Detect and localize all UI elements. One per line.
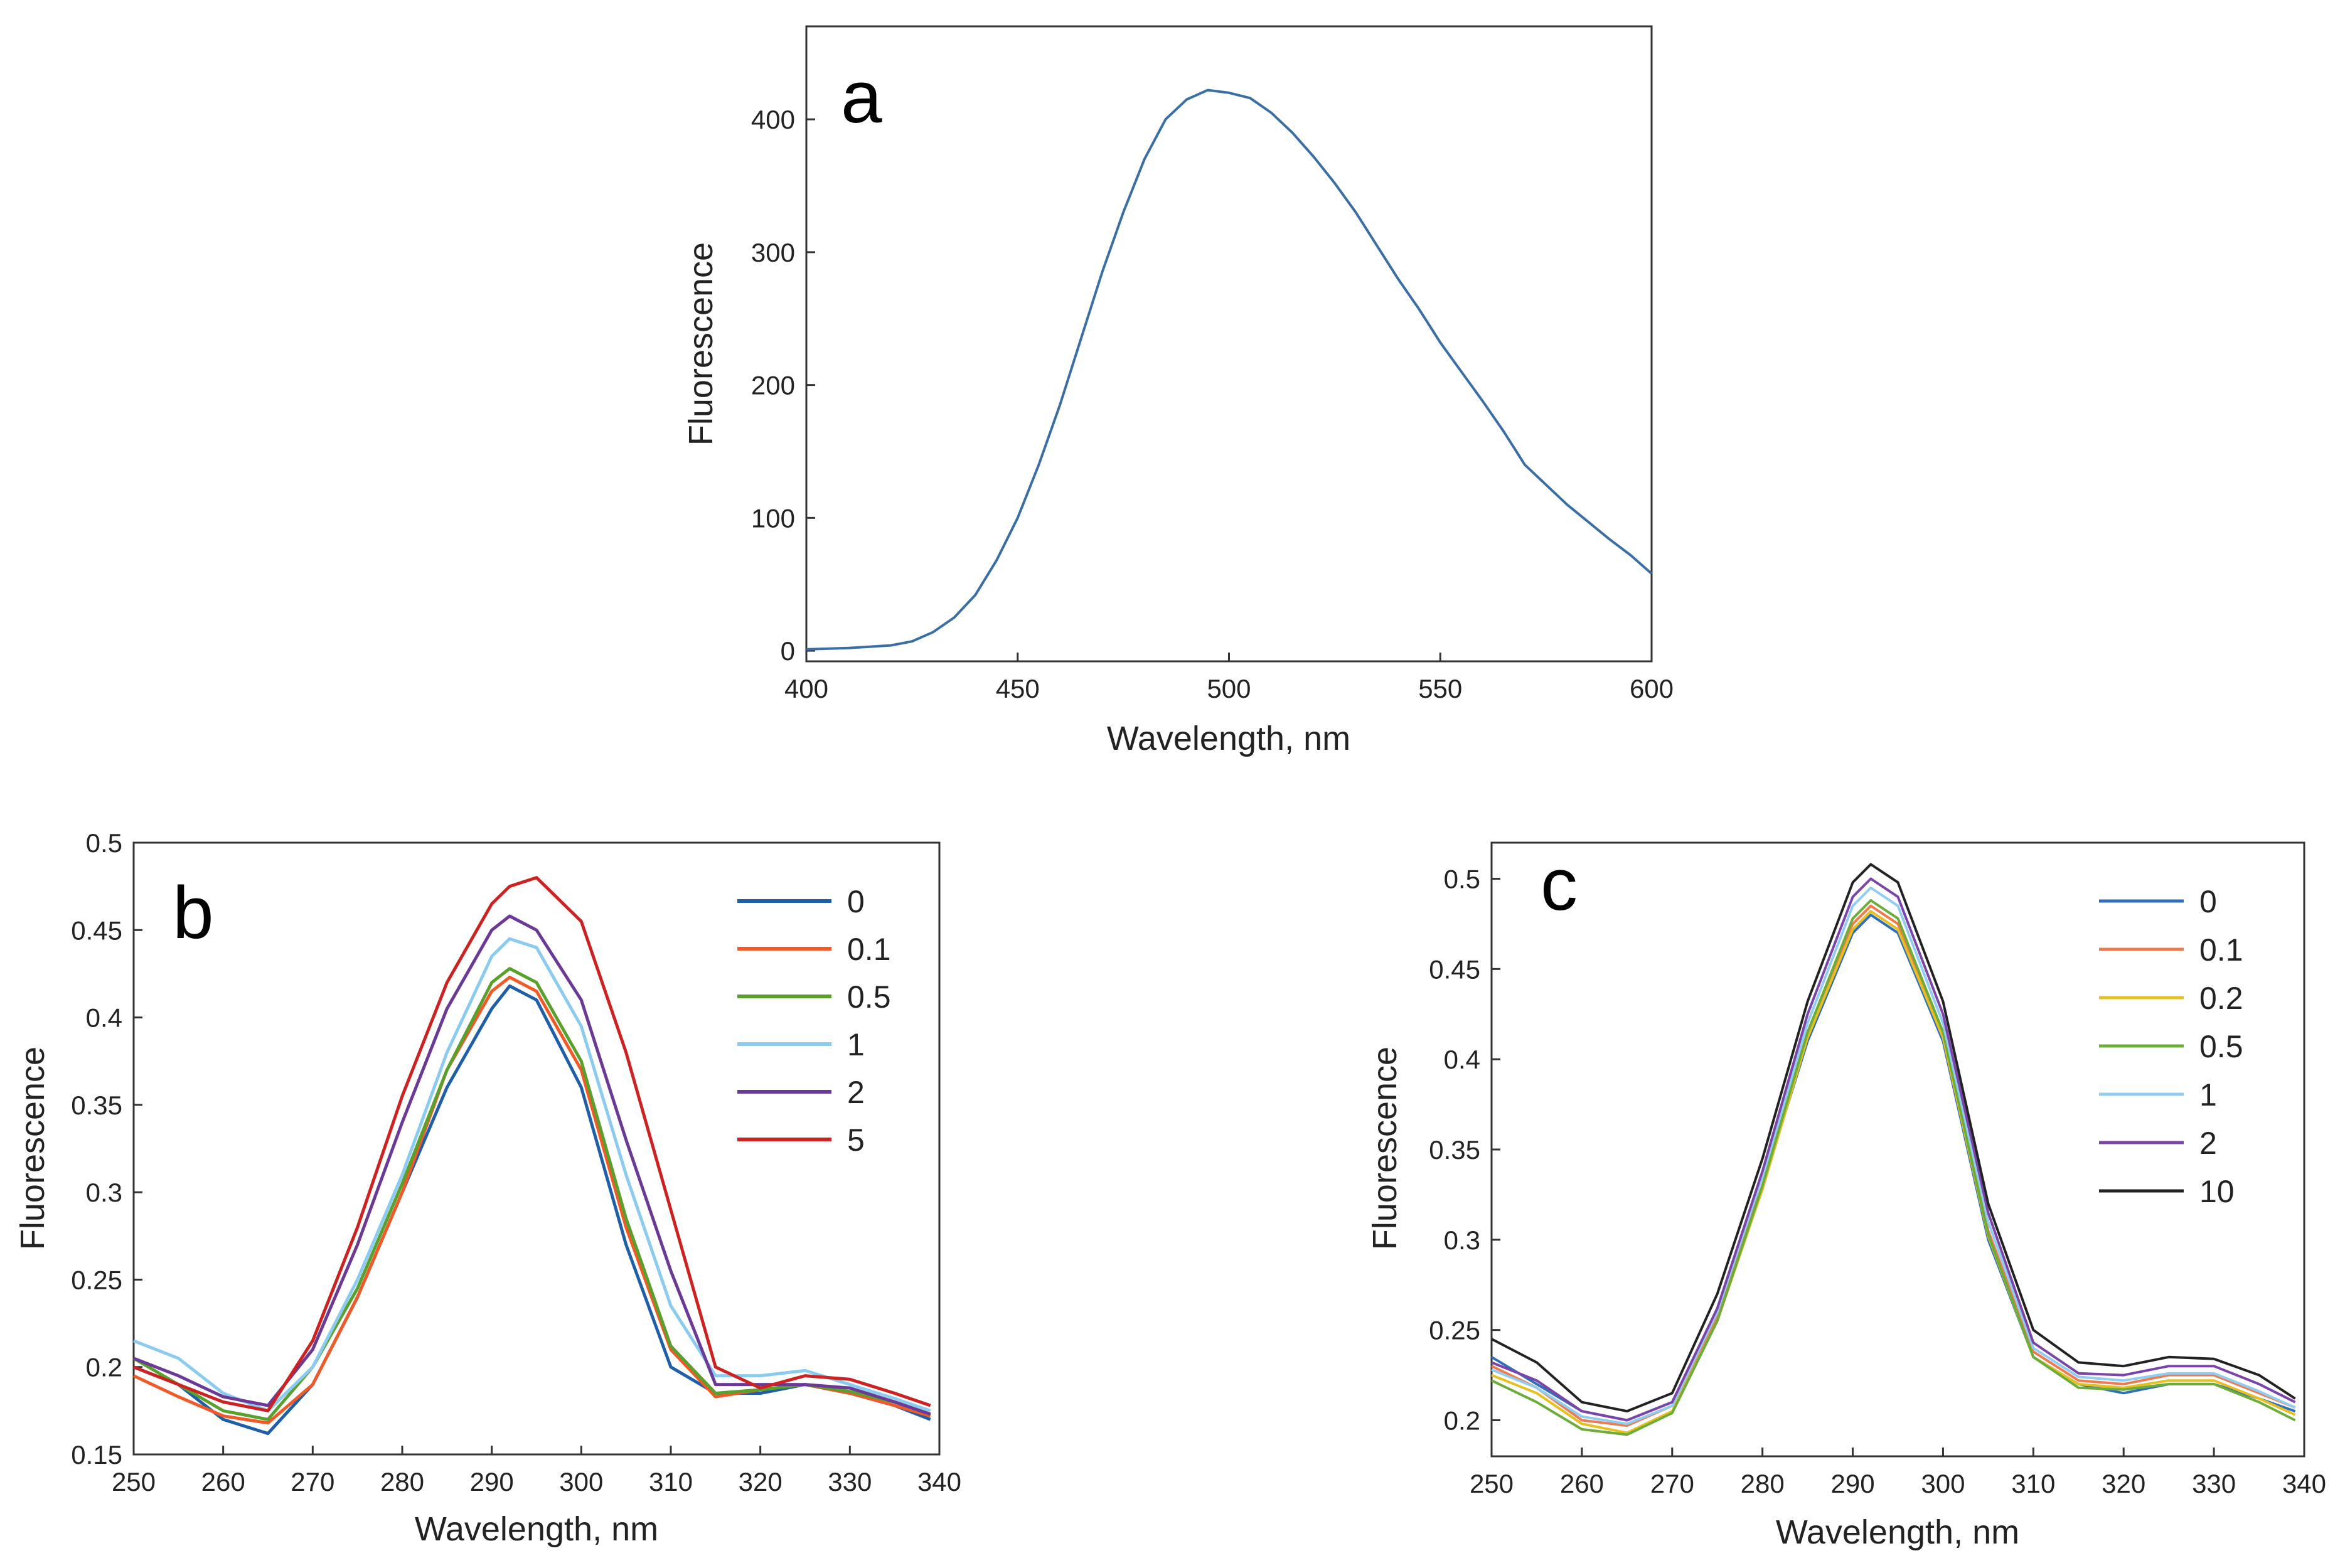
- panel-c-xtick-label: 320: [2102, 1469, 2145, 1498]
- panel-c-legend-label-0.2: 0.2: [2199, 981, 2243, 1016]
- panel-b-series-0.5: [132, 967, 931, 1421]
- panel-c-series-0.2: [1491, 910, 2296, 1434]
- panel-c-legend-label-10: 10: [2199, 1174, 2235, 1209]
- panel-c-xtick-label: 250: [1470, 1469, 1514, 1498]
- panel-a-xtick-label: 450: [996, 674, 1040, 703]
- panel-a-xtick-label: 500: [1207, 674, 1251, 703]
- panel-b-legend-label-5: 5: [847, 1123, 865, 1158]
- panel-a-ytick-label: 100: [751, 503, 795, 533]
- panel-c-ytick-label: 0.25: [1429, 1316, 1480, 1345]
- panel-b-xtick-label: 320: [739, 1467, 783, 1496]
- panel-c-xtick-label: 330: [2192, 1469, 2236, 1498]
- panel-b-xtick-label: 340: [917, 1467, 961, 1496]
- panel-c-xtick-label: 260: [1560, 1469, 1604, 1498]
- panel-c-series-0.1: [1491, 904, 2296, 1427]
- panel-c-xtick-label: 280: [1741, 1469, 1785, 1498]
- panel-b-series-5: [133, 876, 931, 1412]
- panel-b-ytick-label: 0.4: [86, 1003, 122, 1033]
- panel-c-xtick-label: 290: [1831, 1469, 1875, 1498]
- panel-c-legend-label-0.1: 0.1: [2199, 932, 2243, 968]
- panel-c-ytick-label: 0.2: [1444, 1405, 1480, 1435]
- panel-a-frame: [805, 25, 1653, 663]
- panel-b-ytick-label: 0.3: [86, 1178, 122, 1207]
- panel-b-xtick-label: 250: [112, 1467, 156, 1496]
- panel-c-legend-label-0: 0: [2199, 884, 2217, 919]
- panel-a-xtick-label: 550: [1418, 674, 1462, 703]
- panel-c-ytick-label: 0.35: [1429, 1135, 1480, 1165]
- panel-b-ytick-label: 0.25: [71, 1265, 122, 1294]
- panel-b-xtick-label: 290: [470, 1467, 514, 1496]
- panel-c-series-0.5: [1491, 899, 2296, 1436]
- panel-b-xtick-label: 330: [828, 1467, 872, 1496]
- panel-b-ytick-label: 0.2: [86, 1353, 122, 1382]
- panel-a-xtick-label: 400: [784, 674, 828, 703]
- panel-c-ylabel: Fluorescence: [1366, 1047, 1404, 1250]
- panel-c-xtick-label: 300: [1921, 1469, 1965, 1498]
- panel-c-legend-label-1: 1: [2199, 1077, 2217, 1112]
- panel-a-xtick-label: 600: [1630, 674, 1674, 703]
- panel-b-xtick-label: 270: [291, 1467, 334, 1496]
- panel-b-series-1: [133, 937, 931, 1412]
- panel-a-ytick-label: 300: [751, 238, 795, 267]
- panel-c-ytick-label: 0.5: [1444, 865, 1480, 894]
- panel-c-xlabel: Wavelength, nm: [1776, 1513, 2019, 1551]
- panel-b-ylabel: Fluorescence: [14, 1047, 51, 1250]
- panel-a-label: a: [841, 56, 882, 139]
- panel-b-legend-label-1: 1: [847, 1027, 865, 1062]
- panel-b-ytick-label: 0.45: [71, 915, 122, 945]
- panel-c-series-2: [1491, 877, 2296, 1422]
- panel-b-legend-label-2: 2: [847, 1075, 865, 1110]
- panel-a-ytick-label: 0: [781, 636, 795, 666]
- panel-a-xlabel: Wavelength, nm: [1107, 720, 1350, 757]
- panel-c-ytick-label: 0.4: [1444, 1045, 1480, 1074]
- panel-a-ylabel: Fluorescence: [682, 242, 720, 445]
- panel-a: 400 450 500 550 600 0 100 200 300 400 a Wavelengt…: [682, 25, 1674, 757]
- panel-c-legend-label-2: 2: [2199, 1126, 2217, 1161]
- panel-b-ytick-label: 0.5: [86, 828, 122, 858]
- panel-a-ytick-label: 400: [751, 105, 795, 134]
- panel-c-series: [1490, 863, 2296, 1436]
- panel-b-legend-label-0: 0: [847, 884, 865, 919]
- panel-b-series-2: [133, 914, 931, 1416]
- panel-a-ytick-label: 200: [751, 371, 795, 400]
- panel-c-xtick-label: 310: [2011, 1469, 2055, 1498]
- panel-b-legend-label-0.1: 0.1: [847, 932, 891, 967]
- panel-b-xtick-label: 310: [649, 1467, 693, 1496]
- panel-b-xtick-label: 300: [559, 1467, 603, 1496]
- panel-a-series-spectrum: [806, 88, 1653, 651]
- panel-c-ticks: 250 260 270 280 290 300 310 320 330 340 0.2 0.25 0.3…: [1429, 865, 2326, 1498]
- panel-c: 250 260 270 280 290 300 310 320 330 340 0.2 0.25 0.3…: [1366, 841, 2326, 1551]
- panel-b-ytick-label: 0.35: [71, 1091, 122, 1120]
- panel-b-label: b: [173, 872, 214, 954]
- panel-a-ticks: 400 450 500 550 600 0 100 200 300 400: [751, 105, 1674, 703]
- panel-c-series-0: [1490, 914, 2296, 1422]
- panel-c-series-1: [1491, 886, 2296, 1426]
- panel-b-series-0: [133, 984, 931, 1436]
- panel-b-ytick-label: 0.15: [71, 1440, 122, 1469]
- panel-b-xtick-label: 280: [380, 1467, 424, 1496]
- panel-b-xtick-label: 260: [201, 1467, 245, 1496]
- panel-c-label: c: [1541, 843, 1578, 926]
- panel-b-legend: 0 0.1 0.5 1 2 5: [737, 884, 891, 1158]
- panel-c-series-10: [1491, 863, 2296, 1413]
- panel-a-series: [806, 88, 1653, 651]
- panel-b-ticks: 250 260 270 280 290 300 310 320 330 3400.150.20.2…: [71, 828, 961, 1496]
- panel-b-series: [132, 876, 931, 1436]
- panel-b-legend-label-0.5: 0.5: [847, 979, 891, 1015]
- panel-c-legend: 0 0.1 0.2 0.5 1 2 10: [2099, 884, 2243, 1209]
- panel-c-xtick-label: 270: [1650, 1469, 1694, 1498]
- panel-b: 250 260 270 280 290 300 310 320 330 3400.150.20.2…: [14, 828, 961, 1548]
- panel-c-legend-label-0.5: 0.5: [2199, 1029, 2243, 1064]
- panel-c-ytick-label: 0.45: [1429, 954, 1480, 984]
- panel-c-ytick-label: 0.3: [1444, 1225, 1480, 1255]
- panel-b-xlabel: Wavelength, nm: [415, 1510, 658, 1548]
- panel-b-frame: [132, 841, 941, 1456]
- panel-c-xtick-label: 340: [2282, 1469, 2326, 1498]
